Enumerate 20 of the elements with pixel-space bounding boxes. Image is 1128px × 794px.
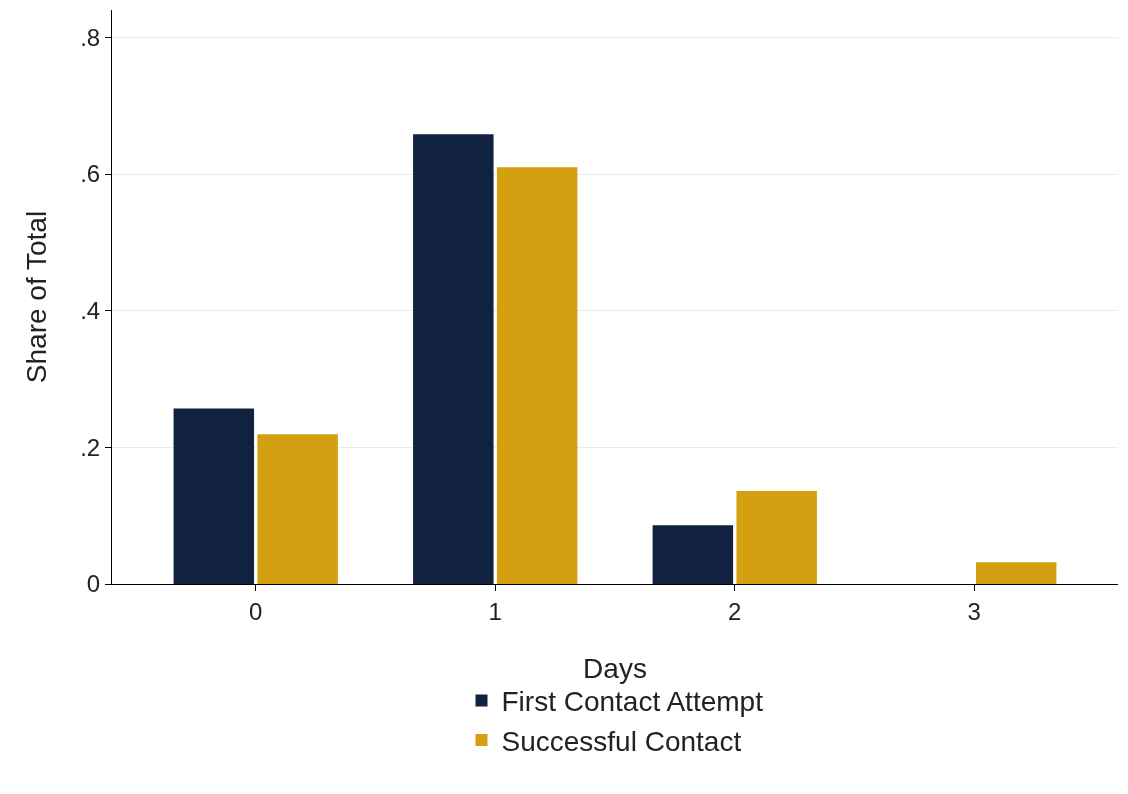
bar [496, 167, 578, 584]
bar [975, 562, 1057, 584]
x-tick-label: 0 [249, 597, 263, 625]
bar [413, 134, 494, 584]
x-axis-title: Days [583, 653, 647, 684]
y-tick-label: .8 [80, 23, 101, 51]
bar [736, 491, 817, 584]
x-tick-label: 3 [967, 597, 981, 625]
legend-label: First Contact Attempt [501, 686, 764, 718]
y-tick-label: .6 [80, 160, 101, 188]
bar [652, 525, 734, 584]
legend-label: Successful Contact [501, 725, 742, 757]
x-tick-label: 1 [488, 597, 502, 625]
y-axis-title: Share of Total [21, 210, 52, 384]
y-tick-label: 0 [86, 570, 101, 598]
y-tick-label: .2 [80, 433, 101, 461]
bar [257, 434, 338, 584]
bar [173, 408, 255, 584]
y-tick-label: .4 [80, 297, 101, 325]
x-tick-label: 2 [728, 597, 742, 625]
